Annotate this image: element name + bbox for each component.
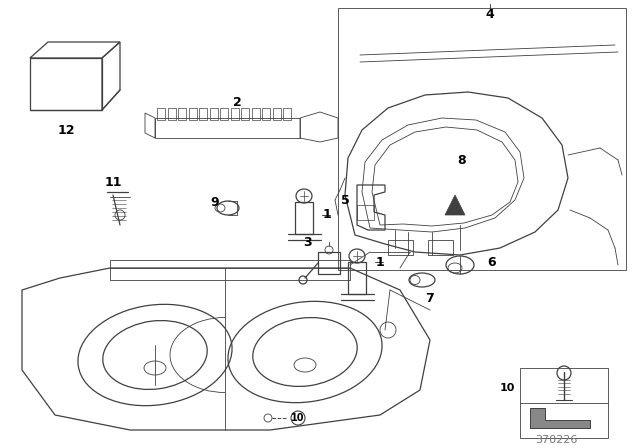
Text: 2: 2 — [232, 95, 241, 108]
Bar — [338, 8, 626, 270]
Bar — [199, 108, 207, 120]
Bar — [110, 260, 350, 280]
Bar — [252, 108, 259, 120]
Text: 5: 5 — [340, 194, 349, 207]
Bar — [189, 108, 196, 120]
Text: 4: 4 — [486, 8, 494, 21]
Text: 3: 3 — [304, 237, 312, 250]
Bar — [520, 368, 608, 438]
Text: 6: 6 — [488, 255, 496, 268]
Bar — [220, 108, 228, 120]
Bar — [318, 252, 340, 274]
Polygon shape — [445, 195, 465, 215]
Bar — [155, 118, 300, 138]
Bar — [348, 262, 366, 294]
Bar — [178, 108, 186, 120]
Text: 1: 1 — [323, 208, 332, 221]
Text: 370226: 370226 — [535, 435, 577, 445]
Bar — [241, 108, 249, 120]
Bar — [273, 108, 280, 120]
Bar — [30, 58, 102, 110]
Text: 8: 8 — [458, 154, 467, 167]
Bar — [168, 108, 175, 120]
Bar — [157, 108, 165, 120]
Bar — [283, 108, 291, 120]
Bar — [295, 202, 313, 234]
Bar — [262, 108, 270, 120]
Bar — [428, 240, 453, 255]
Bar — [230, 108, 239, 120]
Text: 10: 10 — [291, 413, 305, 423]
Text: 12: 12 — [57, 124, 75, 137]
Bar — [209, 108, 218, 120]
Bar — [388, 240, 413, 255]
Text: 1: 1 — [376, 255, 385, 268]
Text: 9: 9 — [211, 197, 220, 210]
Bar — [357, 205, 374, 220]
Circle shape — [291, 411, 305, 425]
Text: 10: 10 — [500, 383, 515, 393]
Polygon shape — [530, 408, 590, 428]
Text: 7: 7 — [426, 292, 435, 305]
Text: 11: 11 — [104, 176, 122, 189]
